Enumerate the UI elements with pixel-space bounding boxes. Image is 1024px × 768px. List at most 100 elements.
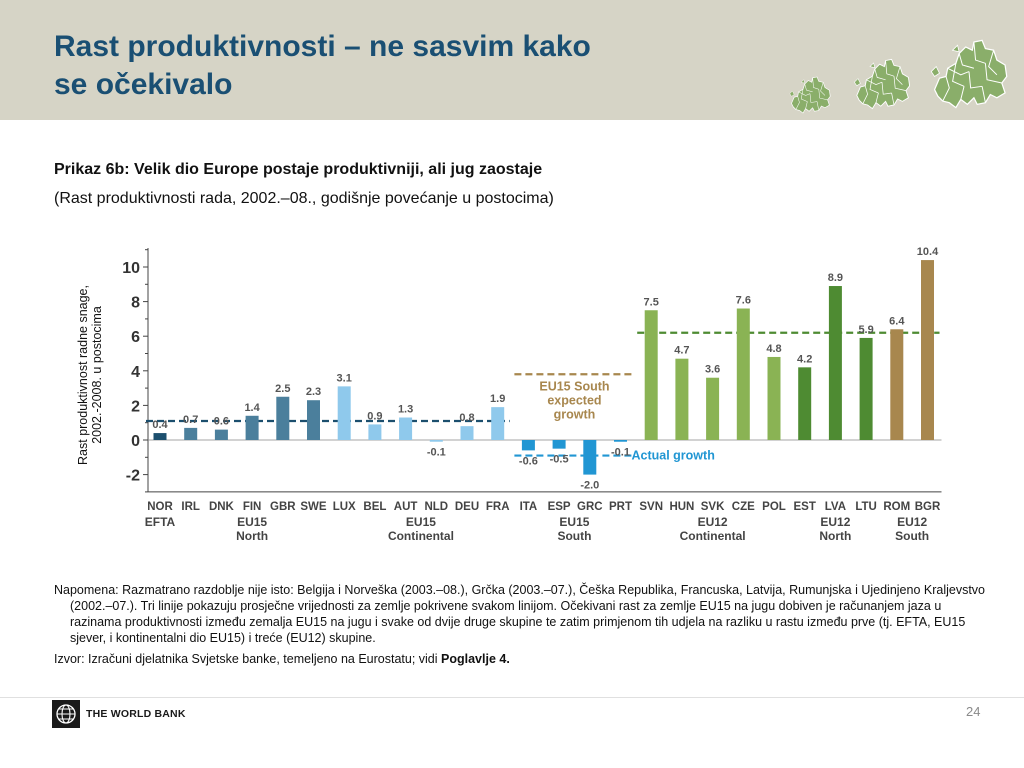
category-label: FRA	[486, 501, 510, 513]
bar	[460, 426, 474, 440]
bar	[828, 286, 842, 440]
world-bank-logo: THE WORLD BANK	[52, 700, 186, 728]
note-text: Napomena: Razmatrano razdoblje nije isto…	[54, 583, 986, 645]
bar	[767, 356, 781, 440]
category-label: IRL	[181, 501, 200, 513]
category-label: DEU	[455, 501, 479, 513]
bar	[429, 440, 443, 442]
value-label: 0.8	[459, 412, 474, 424]
group-label-line2: Continental	[388, 529, 454, 543]
value-label: 8.9	[828, 272, 843, 284]
group-label-line1: EU12	[820, 515, 850, 529]
bar	[614, 440, 627, 442]
group-label-line1: EU12	[897, 515, 927, 529]
value-label: 7.6	[736, 295, 751, 307]
value-label: 3.6	[705, 364, 720, 376]
actual-growth-label: Actual growth	[632, 449, 715, 463]
figure-subtitle: (Rast produktivnosti rada, 2002.–08., go…	[54, 190, 554, 207]
group-label: EU15 North	[236, 515, 268, 543]
figure-title: Prikaz 6b: Velik dio Europe postaje prod…	[54, 161, 543, 178]
group-label-line1: EU15	[237, 515, 267, 529]
group-label: EFTA	[145, 515, 176, 529]
y-tick-label: 6	[131, 329, 140, 346]
group-label: EU15 South	[557, 515, 591, 543]
source-link: Poglavlje 4.	[441, 652, 510, 666]
y-tick-label: 2	[131, 398, 140, 415]
value-label: 10.4	[917, 246, 939, 258]
bar	[583, 440, 597, 475]
group-label: EU12 Continental	[680, 515, 746, 543]
y-tick-label: 8	[131, 295, 140, 312]
category-label: AUT	[394, 501, 418, 513]
source-text: Izvor: Izračuni djelatnika Svjetske bank…	[54, 652, 442, 666]
slide-title-line1: Rast produktivnosti – ne sasvim kako	[54, 30, 591, 63]
category-label: DNK	[209, 501, 235, 513]
category-label: ITA	[520, 501, 538, 513]
value-label: 0.6	[214, 416, 229, 428]
bar	[644, 310, 658, 440]
group-label: EU12 North	[819, 515, 851, 543]
bars	[153, 260, 934, 475]
category-label: BGR	[915, 501, 941, 513]
value-label: -0.5	[550, 454, 569, 466]
category-label: BEL	[363, 501, 386, 513]
category-label: LTU	[855, 501, 877, 513]
reference-lines	[146, 331, 940, 457]
world-bank-logo-text: THE WORLD BANK	[86, 708, 186, 720]
bar	[521, 440, 535, 451]
world-bank-globe-icon	[52, 700, 80, 728]
bar	[368, 424, 382, 440]
bar	[337, 386, 351, 440]
value-label: 4.2	[797, 353, 812, 365]
y-tick-label: 4	[131, 364, 140, 381]
expected-growth-label: growth	[554, 407, 596, 421]
europe-map-icon	[789, 76, 831, 114]
group-label: EU15 Continental	[388, 515, 454, 543]
value-label: 0.9	[367, 410, 382, 422]
category-label: LUX	[333, 501, 356, 513]
bar	[307, 400, 320, 440]
group-label-line1: EU15	[559, 515, 589, 529]
category-label: PRT	[609, 501, 632, 513]
bar	[675, 358, 689, 440]
value-label: 1.4	[244, 402, 260, 414]
group-label-line1: EU15	[406, 515, 436, 529]
value-label: -2.0	[580, 480, 599, 492]
category-label: NOR	[147, 501, 173, 513]
page-number: 24	[966, 704, 981, 719]
bar	[921, 260, 934, 440]
bar	[552, 440, 566, 449]
bar	[890, 329, 904, 440]
group-label-line2: North	[236, 529, 268, 543]
value-label: 1.9	[490, 393, 505, 405]
category-label: LVA	[825, 501, 846, 513]
bar-chart: -2 0 2 4 6 8 10 0.4 0.7 0.6 1.4 2.5 2.3 3.1 0.9 1.3 -0.…	[122, 246, 942, 543]
value-label: 7.5	[644, 296, 659, 308]
category-label: ESP	[548, 501, 571, 513]
value-label: -0.1	[427, 447, 446, 459]
bar	[859, 337, 873, 440]
category-label: SVK	[701, 501, 725, 513]
europe-map-icon	[930, 39, 1008, 109]
value-label: 3.1	[337, 372, 352, 384]
value-label: 6.4	[889, 315, 905, 327]
expected-growth-label: expected	[547, 393, 601, 407]
bar	[276, 396, 290, 440]
category-labels: NOR IRL DNK FIN GBR SWE LUX BEL AUT NLD DEU FRA ITA E…	[147, 501, 941, 513]
group-label-line2: South	[895, 529, 929, 543]
y-tick-label: -2	[126, 468, 140, 485]
slide-title-line2: se očekivalo	[54, 68, 233, 101]
y-tick-label: 0	[131, 433, 140, 450]
expected-growth-label: EU15 South	[539, 379, 609, 393]
category-label: HUN	[669, 501, 694, 513]
value-label: -0.1	[611, 447, 630, 459]
value-label: 1.3	[398, 404, 413, 416]
value-label: 4.7	[674, 345, 689, 357]
group-label-line2: Continental	[680, 529, 746, 543]
value-label: -0.6	[519, 455, 538, 467]
category-label: GBR	[270, 501, 296, 513]
bar	[399, 417, 413, 440]
bar	[706, 377, 720, 440]
